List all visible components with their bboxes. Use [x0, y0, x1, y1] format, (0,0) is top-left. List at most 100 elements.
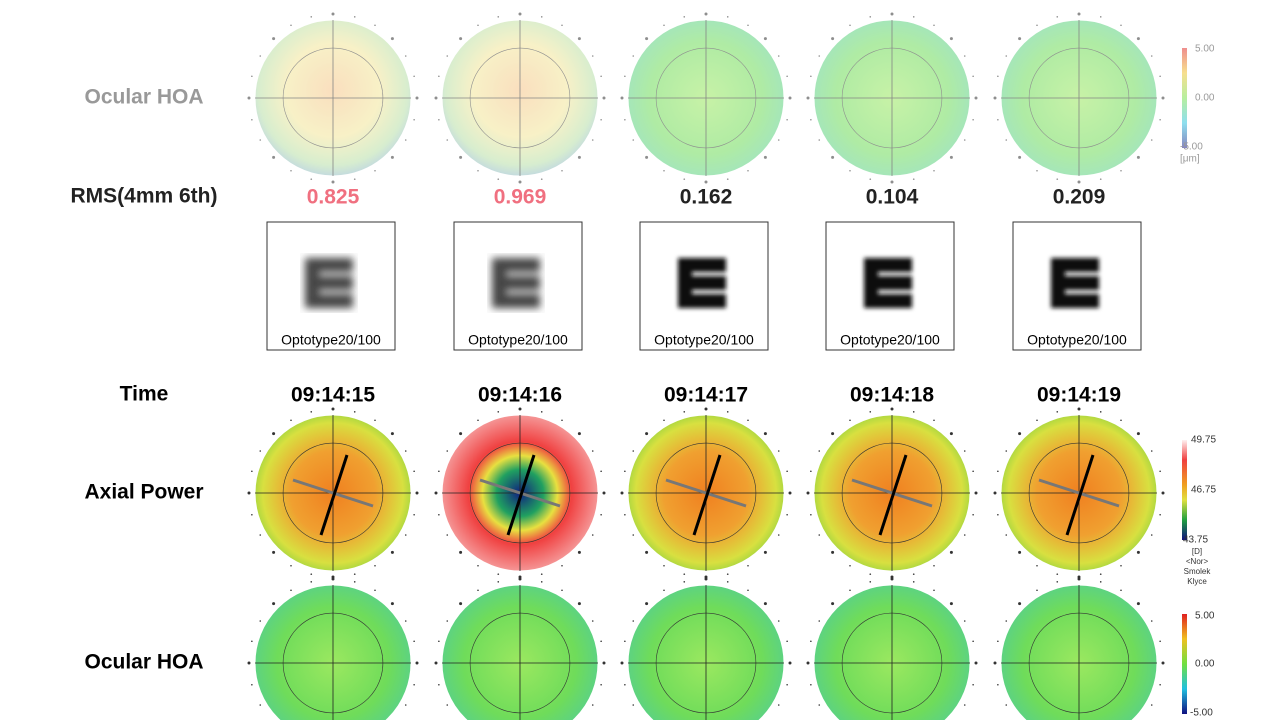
rms-value: 0.104 — [866, 186, 919, 209]
map-tick — [972, 640, 974, 643]
colorbar-tick: 0.00 — [1195, 659, 1215, 670]
map-tick — [912, 581, 915, 583]
e-bar — [678, 258, 726, 272]
map-tick — [602, 491, 606, 495]
axis-flat — [1065, 454, 1095, 536]
map-tick — [390, 602, 394, 606]
optotype-label: Optotype20/100 — [840, 332, 940, 348]
map-tick — [1159, 640, 1161, 643]
e-bar — [305, 276, 353, 290]
map-tick — [353, 411, 356, 413]
map-tick — [849, 564, 851, 567]
map-tick — [645, 155, 649, 159]
map-tick — [869, 411, 872, 413]
map-tick — [1099, 581, 1102, 583]
map-tick — [683, 16, 686, 18]
map-tick — [438, 118, 440, 121]
map-tick — [561, 564, 563, 567]
e-bar — [864, 258, 912, 272]
map-tick — [1150, 55, 1153, 57]
map-tick — [1161, 96, 1165, 100]
top-map — [247, 12, 419, 184]
map-tick — [374, 169, 376, 172]
map-tick — [849, 419, 851, 422]
map-tick — [869, 16, 872, 18]
map-tick — [1036, 169, 1038, 172]
map-tick — [415, 491, 419, 495]
map-tick — [251, 118, 253, 121]
optotype-letter — [1051, 258, 1099, 308]
map-tick — [1099, 573, 1102, 575]
colorbar-tick: 49.75 — [1191, 435, 1216, 446]
map-tick — [1159, 470, 1161, 473]
map-tick — [1099, 178, 1102, 180]
map-tick — [683, 178, 686, 180]
axial-map — [247, 407, 419, 579]
map-tick — [933, 169, 935, 172]
map-tick — [747, 419, 749, 422]
optotype-label: Optotype20/100 — [654, 332, 754, 348]
map-tick — [446, 534, 449, 536]
map-tick — [1120, 589, 1122, 592]
map-tick — [912, 16, 915, 18]
map-tick — [591, 450, 594, 452]
map-tick — [1056, 16, 1059, 18]
map-tick — [438, 683, 440, 686]
map-tick — [259, 534, 262, 536]
top-map — [434, 12, 606, 184]
optotype-letter — [492, 258, 540, 308]
map-tick — [251, 513, 253, 516]
map-tick — [446, 139, 449, 141]
map-tick — [632, 704, 635, 706]
map-tick — [810, 640, 812, 643]
map-tick — [831, 155, 835, 159]
map-tick — [747, 564, 749, 567]
map-tick — [963, 620, 966, 622]
colorbar-note: <Nor> — [1186, 557, 1209, 566]
map-tick — [963, 139, 966, 141]
map-tick — [912, 178, 915, 180]
colorbar-tick: -5.00 — [1190, 708, 1213, 719]
e-bar — [492, 276, 540, 290]
map-tick — [788, 491, 792, 495]
map-tick — [788, 661, 792, 665]
axis-steep — [479, 478, 561, 508]
map-tick — [446, 620, 449, 622]
map-tick — [438, 513, 440, 516]
bottom-map — [434, 577, 606, 720]
map-tick — [600, 470, 602, 473]
map-tick — [247, 96, 251, 100]
map-tick — [777, 139, 780, 141]
map-tick — [600, 75, 602, 78]
map-tick — [972, 470, 974, 473]
map-tick — [949, 432, 953, 436]
map-tick — [1120, 169, 1122, 172]
map-tick — [663, 24, 665, 27]
map-tick — [763, 37, 767, 41]
map-tick — [1161, 491, 1165, 495]
map-tick — [683, 573, 686, 575]
map-tick — [390, 432, 394, 436]
map-tick — [446, 704, 449, 706]
map-tick — [561, 419, 563, 422]
map-tick — [600, 513, 602, 516]
map-tick — [933, 564, 935, 567]
map-tick — [1036, 589, 1038, 592]
map-tick — [1056, 573, 1059, 575]
map-tick — [997, 513, 999, 516]
map-tick — [624, 513, 626, 516]
map-tick — [477, 419, 479, 422]
rms-value: 0.209 — [1053, 186, 1106, 209]
map-tick — [963, 55, 966, 57]
optotype-label: Optotype20/100 — [281, 332, 381, 348]
row-label: RMS(4mm 6th) — [70, 185, 217, 208]
map-tick — [933, 589, 935, 592]
map-tick — [1056, 178, 1059, 180]
map-tick — [1120, 564, 1122, 567]
colorbar-unit: [μm] — [1180, 154, 1200, 165]
map-tick — [997, 640, 999, 643]
map-tick — [1159, 75, 1161, 78]
colorbar-tick: 5.00 — [1195, 611, 1215, 622]
map-tick — [963, 450, 966, 452]
map-tick — [404, 55, 407, 57]
